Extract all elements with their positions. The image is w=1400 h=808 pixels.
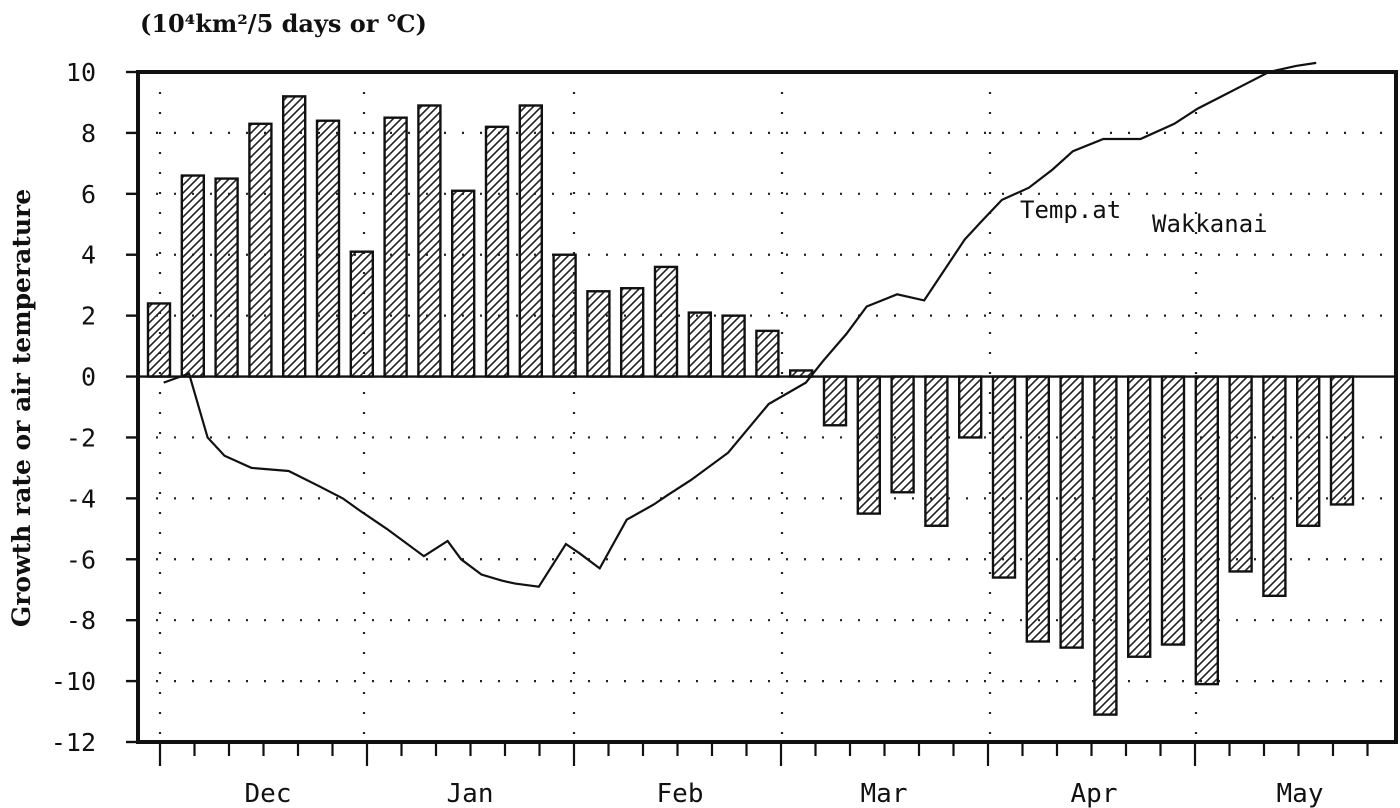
- y-tick-label: 10: [66, 58, 96, 87]
- temperature-line-label: Temp.at Wakkanai: [1020, 196, 1268, 238]
- bar: [248, 122, 273, 378]
- x-month-label: Jan: [447, 779, 494, 808]
- x-month-label: May: [1277, 779, 1324, 808]
- bar: [1025, 375, 1051, 643]
- bar: [1329, 375, 1355, 506]
- y-tick-label: -2: [66, 423, 96, 452]
- bar: [1059, 375, 1084, 649]
- bars: [138, 95, 1396, 716]
- bar: [958, 375, 983, 439]
- bar: [518, 104, 543, 378]
- bar: [856, 375, 881, 515]
- bar: [620, 287, 645, 378]
- y-tick-label: 0: [81, 363, 96, 392]
- y-tick-label: 4: [81, 241, 96, 270]
- ticks: [126, 70, 1369, 766]
- bar: [991, 375, 1017, 579]
- y-tick-label: 6: [81, 180, 96, 209]
- bar: [1194, 375, 1220, 686]
- bar: [653, 265, 679, 378]
- bar: [890, 375, 915, 494]
- y-tick-label: 2: [81, 302, 96, 331]
- x-month-label: Feb: [657, 779, 704, 808]
- y-tick-label: -10: [51, 667, 96, 696]
- bar: [417, 104, 442, 378]
- bar: [1262, 375, 1287, 598]
- bar: [180, 174, 206, 378]
- y-axis-label: Growth rate or air temperature: [7, 189, 36, 627]
- bar: [1160, 375, 1186, 646]
- y-tick-label: -12: [51, 728, 96, 757]
- bar: [755, 329, 780, 378]
- bar: [552, 253, 577, 378]
- bar: [349, 250, 374, 378]
- bar: [1093, 375, 1118, 716]
- line-layer: Temp.at Wakkanai: [163, 61, 1317, 588]
- y-tick-label: 8: [81, 119, 96, 148]
- bar: [1126, 375, 1152, 658]
- bar: [214, 177, 239, 378]
- bar: [924, 375, 949, 527]
- x-month-label: Dec: [245, 779, 292, 808]
- frame-layer: [136, 70, 1398, 744]
- bar: [146, 302, 172, 378]
- plot-frame: [136, 70, 1398, 744]
- x-month-label: Mar: [861, 779, 908, 808]
- bar: [451, 189, 476, 378]
- y-tick-label: -6: [66, 545, 96, 574]
- bar: [586, 290, 611, 378]
- bar: [315, 119, 341, 378]
- bar: [383, 116, 408, 378]
- bar: [822, 375, 848, 427]
- labels: 10 8 6 4 2 0 -2 -4 -6 -8 -10 -12 Dec Jan Feb Mar Apr May: [51, 58, 1324, 808]
- unit-label: (10⁴km²/5 days or ℃): [140, 9, 427, 38]
- bar: [282, 95, 307, 378]
- y-tick-label: -8: [66, 606, 96, 635]
- x-month-label: Apr: [1071, 779, 1118, 808]
- bar: [687, 311, 712, 378]
- bar: [1228, 375, 1253, 573]
- y-tick-label: -4: [66, 484, 96, 513]
- temperature-line: [163, 61, 1317, 588]
- bar: [484, 125, 510, 378]
- bar: [1295, 375, 1321, 527]
- bar: [721, 314, 746, 378]
